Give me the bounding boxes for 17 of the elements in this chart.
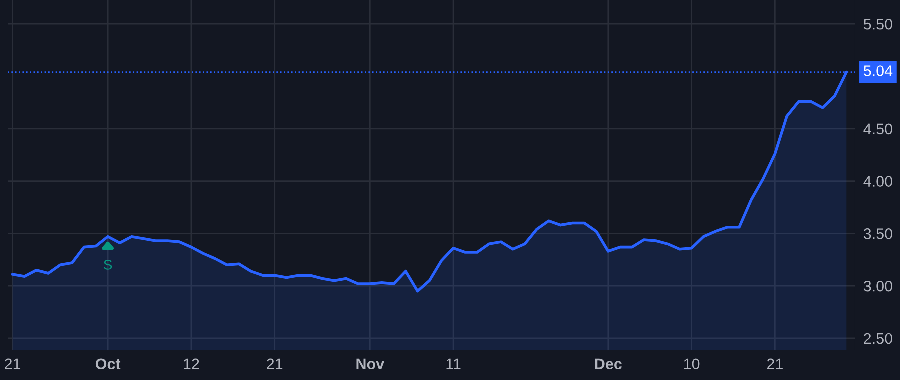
ref-line-label: 5.04 — [864, 66, 893, 76]
y-tick-label: 3.50 — [864, 228, 892, 240]
x-tick-label: Oct — [96, 358, 121, 370]
y-tick-label: 3.00 — [864, 280, 892, 292]
x-tick-label: Nov — [356, 358, 385, 370]
x-tick-label: 10 — [684, 358, 700, 370]
y-tick-label: 2.50 — [864, 333, 892, 344]
x-tick-label: Dec — [595, 358, 622, 370]
y-tick-label: 5.50 — [864, 18, 892, 30]
x-tick-label: 21 — [767, 358, 783, 370]
annotation: S — [104, 260, 112, 270]
y-tick-label: 4.00 — [864, 176, 892, 187]
x-tick-label: 12 — [184, 358, 200, 370]
x-tick-label: 11 — [446, 358, 461, 370]
x-tick-label: 21 — [5, 358, 21, 370]
y-tick-label: 4.50 — [864, 124, 892, 135]
x-tick-label: 21 — [267, 358, 283, 370]
